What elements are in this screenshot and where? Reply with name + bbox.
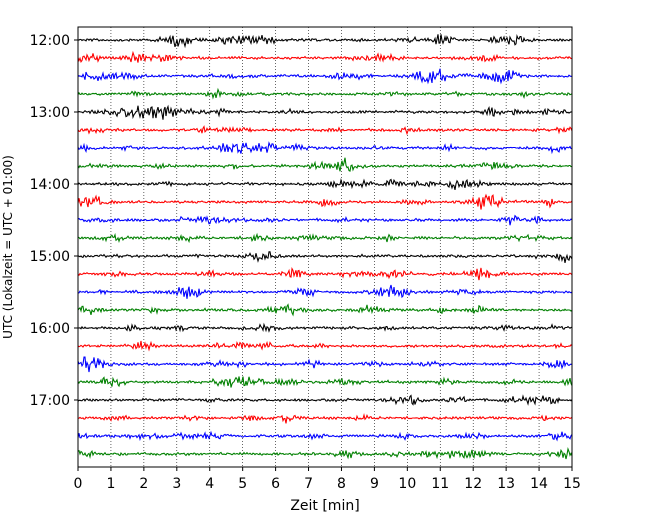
trace-line	[77, 394, 573, 406]
trace-line	[77, 430, 573, 442]
x-tick-label: 9	[370, 476, 379, 492]
trace-line	[77, 193, 573, 210]
trace-line	[77, 50, 573, 63]
y-tick-label: 12:00	[30, 33, 70, 49]
x-tick-label: 13	[497, 476, 515, 492]
y-tick-label: 16:00	[30, 321, 70, 337]
trace-line	[77, 104, 572, 120]
trace-line	[77, 33, 573, 49]
trace-line	[77, 251, 573, 264]
trace-line	[78, 412, 573, 424]
x-tick-label: 14	[530, 476, 548, 492]
trace-line	[77, 447, 573, 460]
y-tick-label: 17:00	[30, 393, 70, 409]
x-axis-label: Zeit [min]	[290, 498, 359, 514]
x-tick-label: 12	[464, 476, 482, 492]
plot-area	[78, 27, 572, 467]
x-tick-label: 8	[337, 476, 346, 492]
trace-line	[77, 141, 573, 155]
x-tick-label: 2	[139, 476, 148, 492]
trace-line	[77, 376, 573, 388]
trace-line	[77, 68, 573, 85]
x-tick-label: 4	[205, 476, 214, 492]
trace-line	[77, 303, 573, 317]
y-axis-label: UTC (Lokalzeit = UTC + 01:00)	[1, 155, 15, 339]
x-axis-ticks: 0 1 2 3 4 5 6 7 8 9 10 11 12 13 14 15	[74, 467, 581, 492]
trace-line	[77, 232, 573, 244]
trace-line	[77, 340, 573, 352]
y-tick-label: 15:00	[30, 249, 70, 265]
trace-line	[77, 214, 573, 226]
grid-lines	[110, 27, 540, 467]
trace-line	[78, 322, 573, 333]
y-tick-label: 14:00	[30, 177, 70, 193]
x-tick-label: 1	[106, 476, 115, 492]
trace-line	[77, 157, 573, 172]
x-tick-label: 7	[304, 476, 313, 492]
trace-line	[77, 87, 573, 100]
x-tick-label: 10	[398, 476, 416, 492]
x-tick-label: 5	[238, 476, 247, 492]
trace-line	[77, 266, 573, 281]
x-tick-label: 11	[431, 476, 449, 492]
plot-frame	[77, 26, 573, 468]
y-tick-label: 13:00	[30, 105, 70, 121]
x-tick-label: 6	[271, 476, 280, 492]
trace-line	[77, 177, 573, 191]
trace-line	[77, 284, 573, 299]
seismogram-traces	[77, 33, 573, 460]
trace-line	[77, 356, 573, 373]
trace-line	[77, 125, 573, 136]
x-tick-label: 15	[563, 476, 581, 492]
x-tick-label: 3	[172, 476, 181, 492]
y-axis-ticks: 12:00 13:00 14:00 15:00 16:00 17:00	[30, 33, 78, 409]
x-tick-label: 0	[74, 476, 83, 492]
